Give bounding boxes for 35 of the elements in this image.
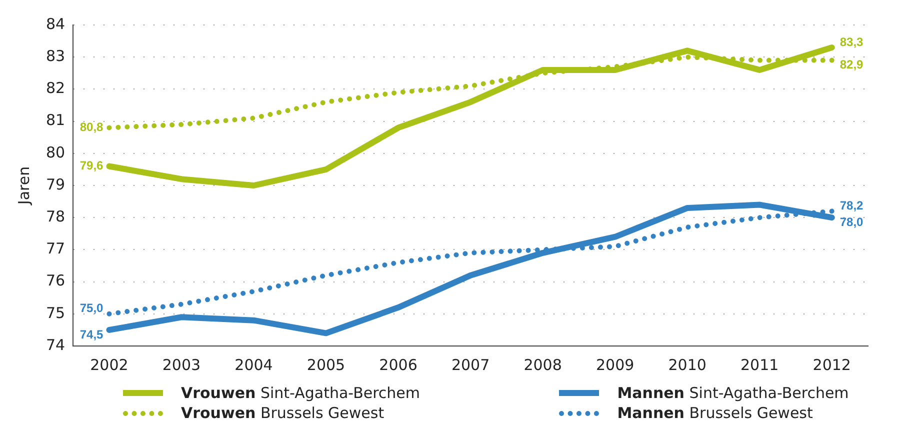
data-label: 78,2 <box>840 198 864 212</box>
y-tick-label: 82 <box>46 79 66 98</box>
y-tick-label: 74 <box>46 336 66 354</box>
data-label: 75,0 <box>80 301 104 316</box>
x-tick-label: 2006 <box>379 356 418 374</box>
y-tick-label: 81 <box>46 111 66 130</box>
data-label: 79,6 <box>80 158 104 173</box>
data-label: 80,8 <box>80 120 104 134</box>
x-tick-label: 2003 <box>162 356 201 374</box>
legend-label: Mannen Sint-Agatha-Berchem <box>617 384 849 402</box>
x-tick-label: 2005 <box>306 356 346 374</box>
x-tick-label: 2004 <box>234 356 273 374</box>
x-tick-label: 2008 <box>524 356 562 374</box>
x-tick-label: 2011 <box>740 356 779 374</box>
x-tick-label: 2010 <box>668 356 706 374</box>
y-tick-label: 77 <box>46 240 66 258</box>
y-tick-label: 76 <box>46 272 66 290</box>
legend-label: Vrouwen Sint-Agatha-Berchem <box>181 384 420 402</box>
data-label: 82,9 <box>840 58 864 72</box>
y-tick-label: 80 <box>46 143 66 162</box>
legend-label: Vrouwen Brussels Gewest <box>181 404 384 422</box>
data-label: 74,5 <box>80 327 104 342</box>
y-tick-label: 78 <box>46 207 66 226</box>
x-tick-label: 2009 <box>596 356 634 374</box>
x-tick-label: 2002 <box>90 356 128 374</box>
x-tick-label: 2012 <box>812 356 851 374</box>
y-tick-label: 83 <box>46 46 66 65</box>
data-label: 78,0 <box>840 214 864 229</box>
legend-label: Mannen Brussels Gewest <box>617 404 813 422</box>
y-axis-title: Jaren <box>14 166 33 206</box>
data-label: 83,3 <box>840 34 864 49</box>
x-tick-label: 2007 <box>451 356 490 374</box>
y-tick-label: 84 <box>46 14 66 33</box>
y-tick-label: 79 <box>46 175 66 194</box>
y-tick-label: 75 <box>46 304 66 322</box>
